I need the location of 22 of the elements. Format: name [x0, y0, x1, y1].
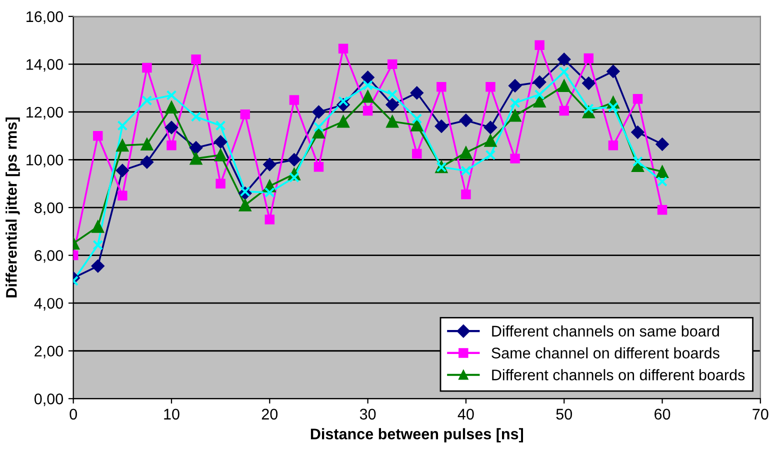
x-tick-label: 50	[556, 408, 572, 420]
y-tick-label: 0,00	[34, 394, 64, 406]
y-axis-title: Differential jitter [ps rms]	[6, 118, 20, 298]
y-tick-label: 14,00	[26, 59, 64, 72]
legend-label: Different channels on different boards	[492, 369, 745, 380]
x-tick-label: 40	[458, 408, 474, 420]
x-tick-label: 70	[752, 408, 768, 420]
legend-label: Same channel on different boards	[492, 347, 720, 358]
y-tick-label: 12,00	[26, 106, 64, 120]
x-axis-title: Distance between pulses [ns]	[310, 428, 524, 442]
y-tick-label: 2,00	[34, 346, 64, 358]
y-tick-label: 6,00	[34, 250, 64, 263]
x-tick-label: 20	[262, 408, 278, 420]
x-tick-label: 10	[164, 408, 180, 420]
y-tick-label: 16,00	[26, 11, 64, 24]
y-tick-label: 4,00	[34, 298, 64, 311]
legend-label: Different channels on same board	[492, 325, 719, 337]
x-tick-label: 30	[360, 408, 376, 420]
y-tick-label: 10,00	[26, 154, 64, 168]
x-tick-label: 0	[70, 408, 77, 420]
x-tick-label: 60	[654, 408, 670, 420]
y-tick-label: 8,00	[34, 202, 64, 216]
